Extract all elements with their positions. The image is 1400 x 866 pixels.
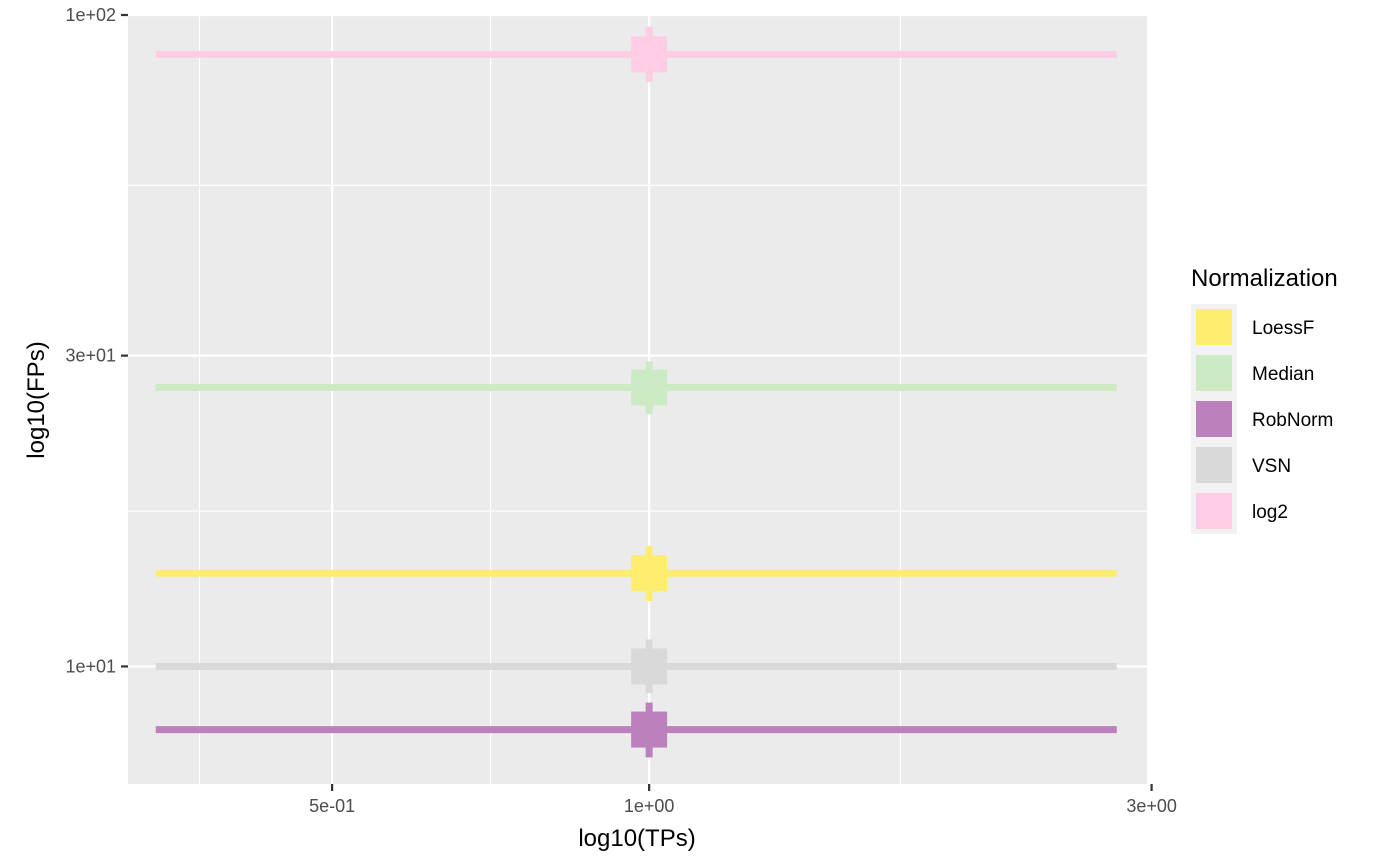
grid-minor bbox=[128, 15, 1147, 784]
legend-label: RobNorm bbox=[1252, 410, 1333, 431]
legend-item-log2: log2 bbox=[1196, 493, 1288, 529]
data-point bbox=[631, 648, 668, 685]
data-point bbox=[631, 36, 668, 73]
legend-item-median: Median bbox=[1196, 355, 1314, 391]
x-axis-title: log10(TPs) bbox=[578, 825, 695, 852]
y-tick-label: 1e+02 bbox=[65, 5, 116, 25]
series-log2 bbox=[155, 26, 1117, 82]
legend: Normalization LoessF Median RobNorm VSN log2 bbox=[1191, 265, 1338, 534]
series-loessf bbox=[155, 546, 1117, 602]
series-robnorm bbox=[155, 702, 1117, 758]
data-marks bbox=[155, 26, 1117, 758]
x-tick-label: 5e-01 bbox=[309, 796, 355, 816]
y-tick-label: 1e+01 bbox=[65, 656, 116, 676]
legend-item-robnorm: RobNorm bbox=[1196, 401, 1333, 437]
legend-label: LoessF bbox=[1252, 318, 1314, 339]
x-axis: 5e-01 1e+00 3e+00 bbox=[309, 784, 1177, 816]
y-tick-label: 3e+01 bbox=[65, 346, 116, 366]
data-point bbox=[631, 711, 668, 748]
series-median bbox=[155, 361, 1117, 415]
y-axis-title: log10(FPs) bbox=[23, 341, 50, 458]
legend-label: Median bbox=[1252, 364, 1314, 385]
legend-swatch bbox=[1196, 401, 1232, 437]
data-point bbox=[631, 555, 668, 592]
legend-label: VSN bbox=[1252, 456, 1291, 477]
x-tick-label: 3e+00 bbox=[1126, 796, 1177, 816]
legend-label: log2 bbox=[1252, 502, 1288, 523]
x-tick-label: 1e+00 bbox=[624, 796, 675, 816]
legend-swatch bbox=[1196, 447, 1232, 483]
series-vsn bbox=[155, 639, 1117, 694]
legend-swatch bbox=[1196, 309, 1232, 345]
legend-item-loessf: LoessF bbox=[1196, 309, 1314, 345]
legend-items: LoessF Median RobNorm VSN log2 bbox=[1196, 309, 1333, 529]
data-point bbox=[631, 369, 668, 406]
legend-title: Normalization bbox=[1191, 265, 1338, 292]
legend-swatch bbox=[1196, 355, 1232, 391]
legend-item-vsn: VSN bbox=[1196, 447, 1291, 483]
y-axis: 1e+01 3e+01 1e+02 bbox=[65, 5, 128, 676]
legend-swatch bbox=[1196, 493, 1232, 529]
